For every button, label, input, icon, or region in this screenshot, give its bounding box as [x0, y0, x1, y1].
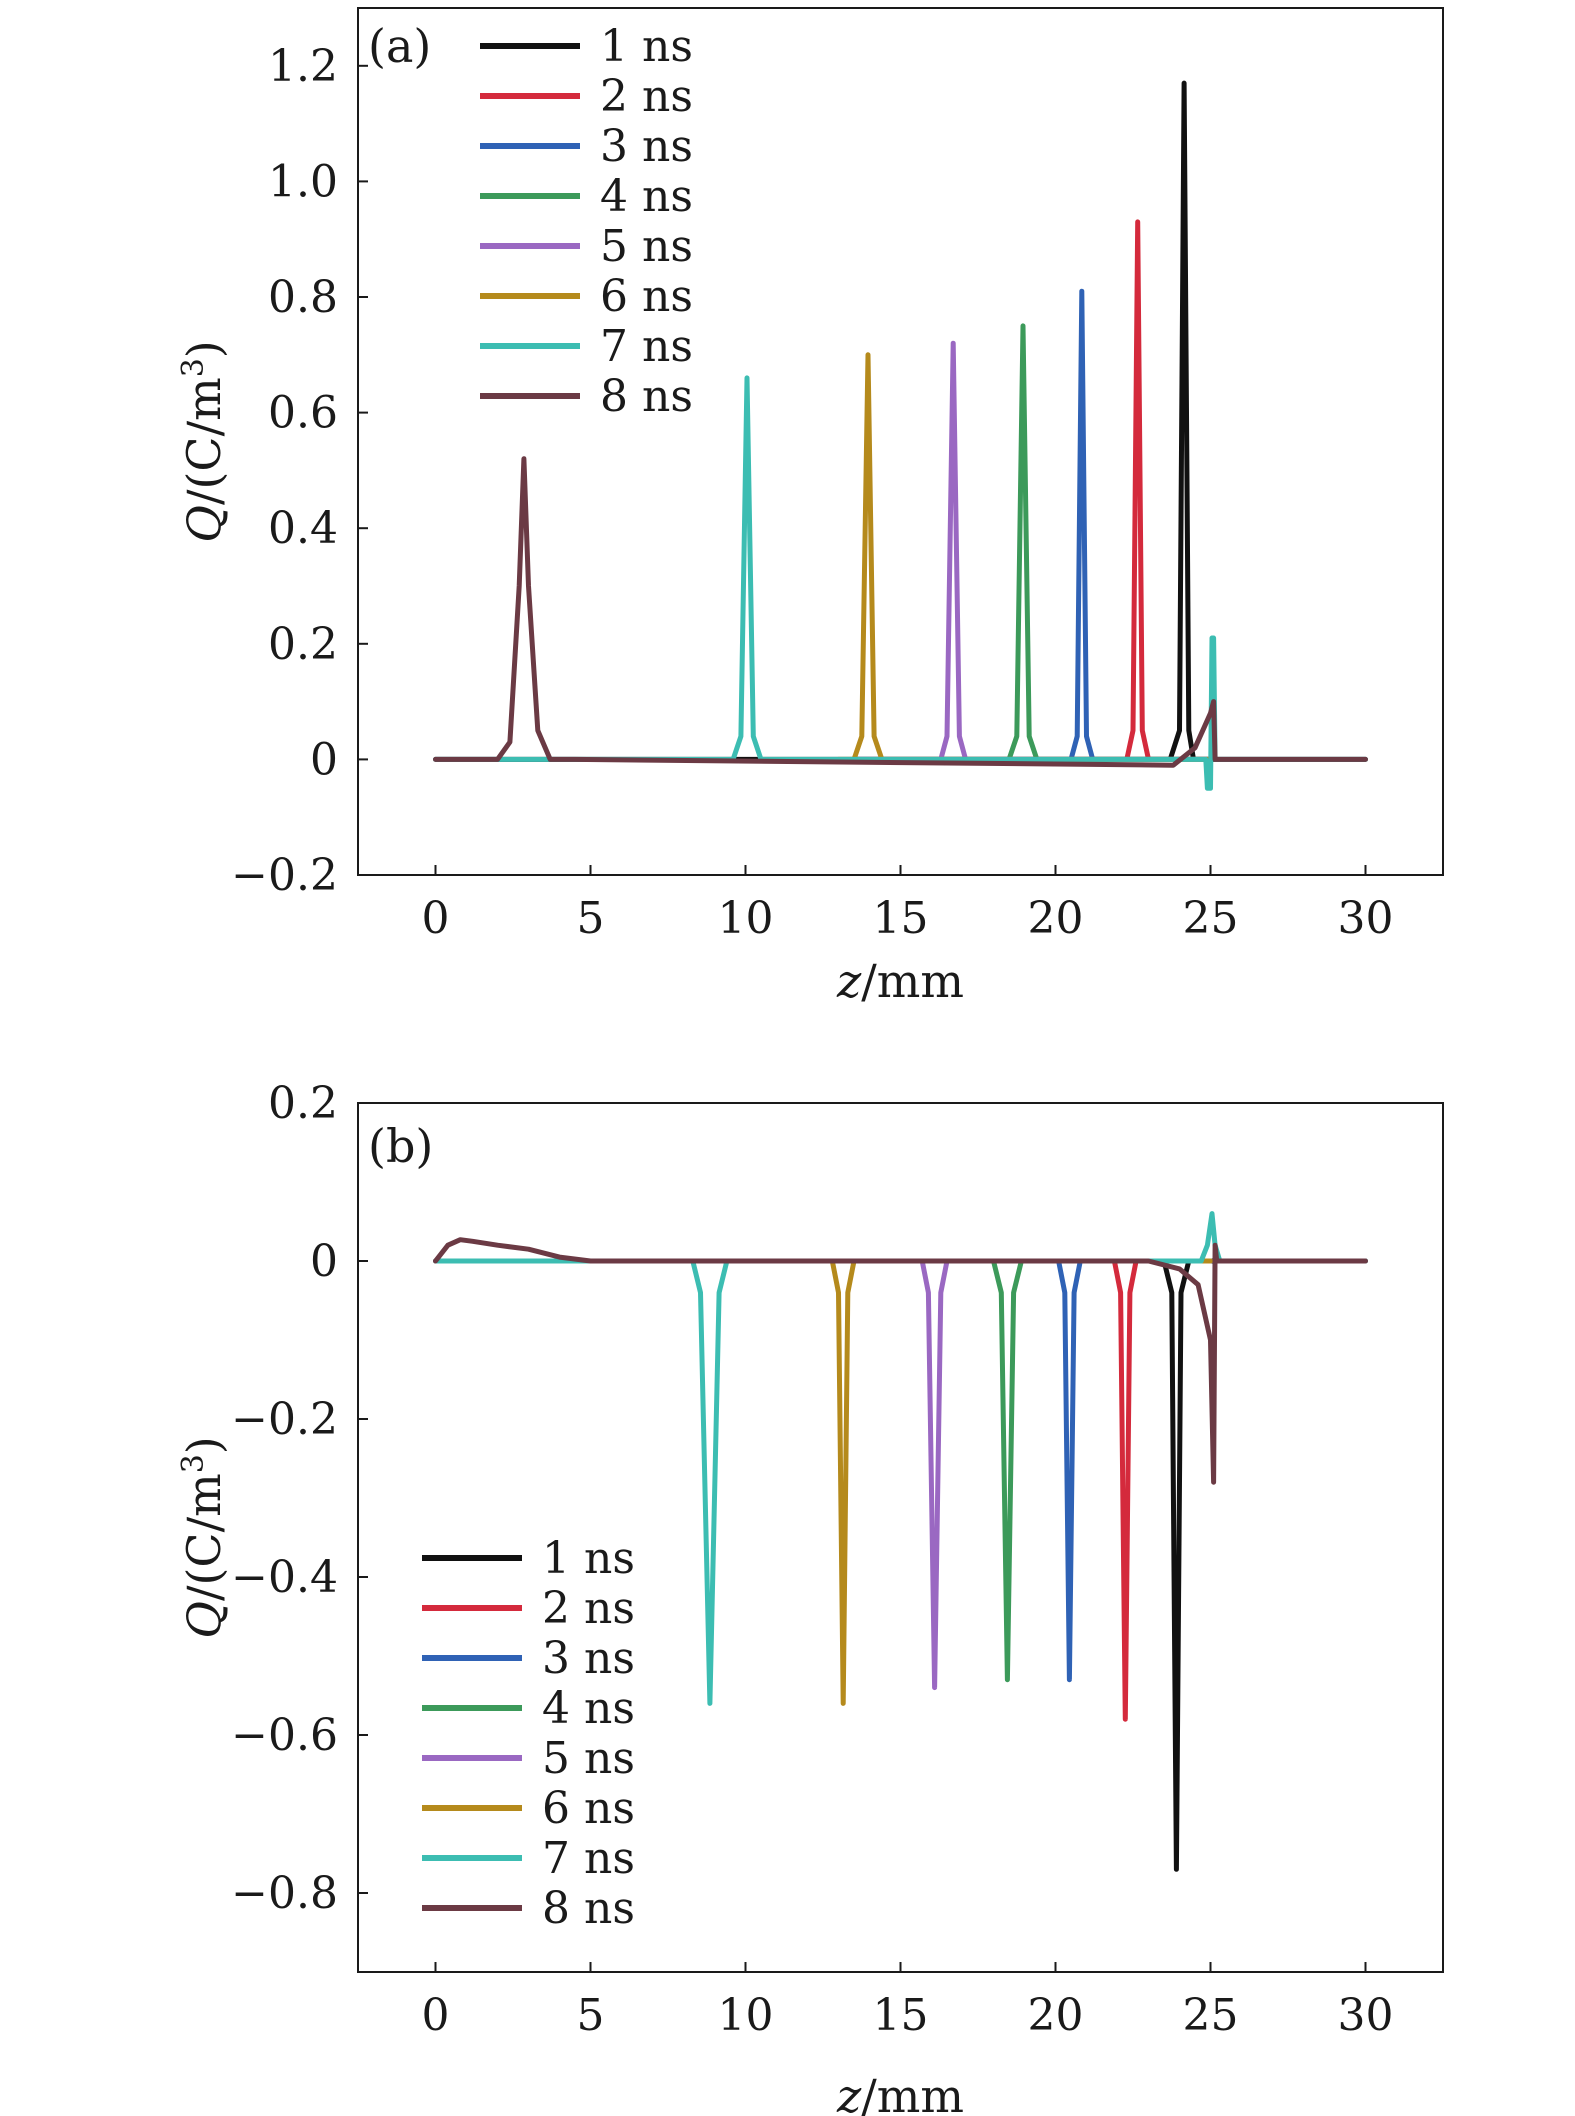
- legend-label: 5 ns: [542, 1733, 635, 1784]
- series-line-2ns: [851, 219, 1213, 762]
- series-line-3ns: [851, 1258, 1213, 1683]
- y-tick-label: −0.2: [231, 1394, 338, 1445]
- y-tick-label: 0.8: [268, 272, 338, 323]
- x-tick-label: 25: [1183, 893, 1239, 944]
- series-line-5ns: [851, 340, 1213, 762]
- x-tick-label: 0: [422, 1990, 450, 2041]
- plot-frame: [357, 7, 1444, 876]
- y-tick-label: −0.4: [231, 1552, 338, 1603]
- x-axis-label: z/mm: [836, 2069, 964, 2116]
- series-line-4ns: [851, 323, 1213, 762]
- y-tick-label: 0.6: [268, 388, 338, 439]
- series-line-5ns: [851, 1258, 1213, 1691]
- series-line-7ns: [433, 375, 1368, 791]
- legend-label: 6 ns: [600, 271, 693, 322]
- y-tick-label: 1.0: [268, 156, 338, 207]
- legend-label: 5 ns: [600, 221, 693, 272]
- x-tick-label: 10: [718, 893, 774, 944]
- series-line-2ns: [851, 1258, 1213, 1722]
- legend: 1 ns2 ns3 ns4 ns5 ns6 ns7 ns8 ns: [422, 1533, 635, 1934]
- y-axis-label: Q/(C/m3): [176, 1436, 232, 1639]
- series-line-6ns: [820, 1258, 1213, 1706]
- y-tick-label: 1.2: [268, 41, 338, 92]
- panel-label: (b): [368, 1119, 433, 1173]
- chart-panel-a: 0 5 10 15 20 25 30 −0.2 0 0.2 0.4 0.6 0.8 1.0 1.2 1 ns2…: [176, 7, 1444, 1008]
- x-tick-label: 0: [422, 893, 450, 944]
- legend-label: 2 ns: [542, 1583, 635, 1634]
- x-tick-label: 15: [873, 1990, 929, 2041]
- series-line-8ns: [433, 456, 1368, 768]
- series-line-1ns: [433, 80, 1368, 762]
- y-tick-label: 0: [310, 734, 338, 785]
- plot-frame: [357, 1102, 1444, 1973]
- x-tick-label: 5: [577, 1990, 605, 2041]
- y-tick-label: 0.2: [268, 1078, 338, 1129]
- y-tick-label: −0.2: [231, 850, 338, 901]
- x-tick-label: 15: [873, 893, 929, 944]
- y-tick-label: 0.4: [268, 503, 338, 554]
- panel-label: (a): [368, 19, 431, 73]
- y-tick-label: −0.6: [231, 1710, 338, 1761]
- x-tick-label: 5: [577, 893, 605, 944]
- x-axis-label: z/mm: [836, 954, 964, 1008]
- x-tick-label: 30: [1338, 893, 1394, 944]
- legend: 1 ns2 ns3 ns4 ns5 ns6 ns7 ns8 ns: [480, 21, 693, 422]
- legend-label: 8 ns: [600, 371, 693, 422]
- x-tick-label: 25: [1183, 1990, 1239, 2041]
- x-tick-label: 20: [1028, 893, 1084, 944]
- y-tick-label: 0.2: [268, 619, 338, 670]
- legend-label: 4 ns: [600, 171, 693, 222]
- legend-label: 7 ns: [600, 321, 693, 372]
- x-tick-label: 20: [1028, 1990, 1084, 2041]
- legend-label: 8 ns: [542, 1883, 635, 1934]
- y-tick-label: 0: [310, 1236, 338, 1287]
- legend-label: 1 ns: [600, 21, 693, 72]
- y-axis-label: Q/(C/m3): [176, 340, 232, 543]
- chart-panel-b: 0 5 10 15 20 25 30 −0.8 −0.6 −0.4 −0.2 0 0.2 1 ns2 ns…: [176, 1078, 1444, 2116]
- legend-label: 1 ns: [542, 1533, 635, 1584]
- legend-label: 7 ns: [542, 1833, 635, 1884]
- x-tick-label: 30: [1338, 1990, 1394, 2041]
- series-line-4ns: [851, 1258, 1213, 1683]
- legend-label: 4 ns: [542, 1683, 635, 1734]
- legend-label: 3 ns: [542, 1633, 635, 1684]
- y-tick-label: −0.8: [231, 1868, 338, 1919]
- x-tick-label: 10: [718, 1990, 774, 2041]
- legend-label: 2 ns: [600, 71, 693, 122]
- legend-label: 3 ns: [600, 121, 693, 172]
- series-line-8ns: [433, 1237, 1368, 1485]
- series-line-3ns: [851, 288, 1213, 762]
- legend-label: 6 ns: [542, 1783, 635, 1834]
